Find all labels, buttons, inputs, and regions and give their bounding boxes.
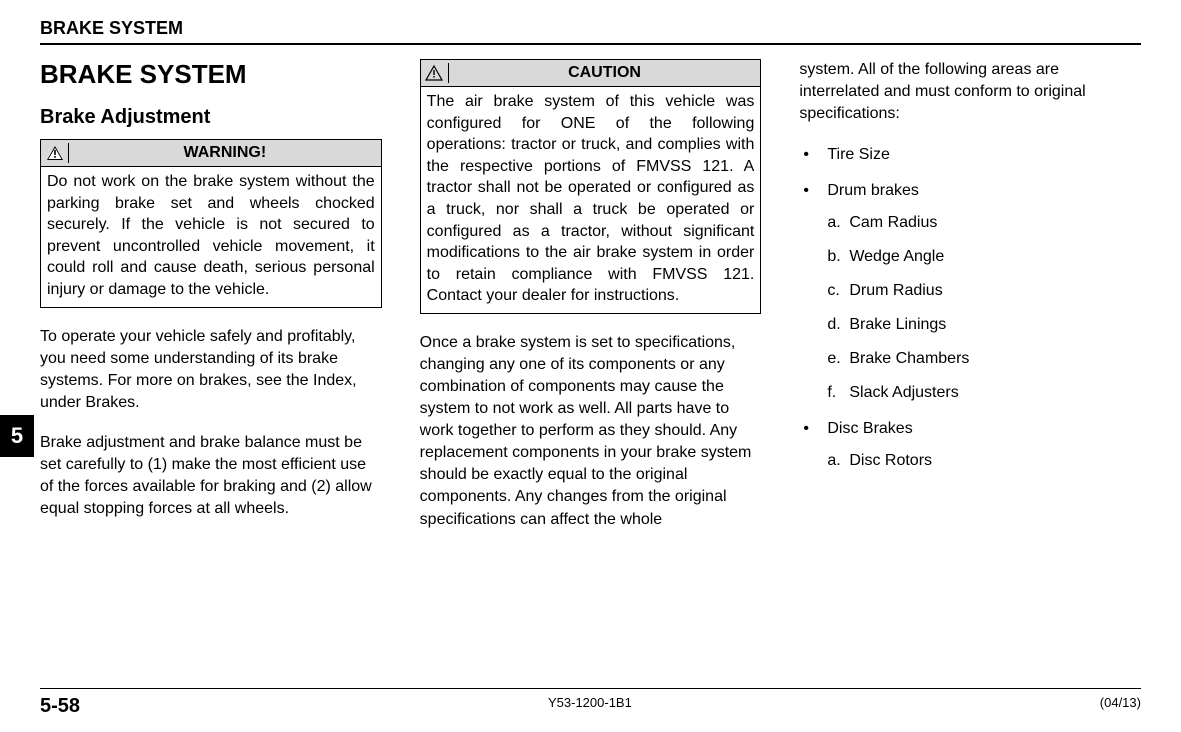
col2-paragraph-1: Once a brake system is set to specificat… bbox=[420, 332, 762, 531]
sublist-letter: a. bbox=[827, 449, 840, 473]
page-number: 5-58 bbox=[40, 695, 80, 718]
page-footer: 5-58 Y53-1200-1B1 (04/13) bbox=[40, 688, 1141, 718]
warning-callout: WARNING! Do not work on the brake system… bbox=[40, 139, 382, 308]
sublist-item: a. Cam Radius bbox=[827, 211, 1141, 235]
col3-paragraph-1: system. All of the following areas are i… bbox=[799, 59, 1141, 125]
sublist-item: f. Slack Adjusters bbox=[827, 381, 1141, 405]
spec-list: Tire Size Drum brakes a. Cam Radius b. Wed… bbox=[799, 143, 1141, 473]
sublist-drum: a. Cam Radius b. Wedge Angle c. Drum Radius… bbox=[827, 211, 1141, 405]
sublist-text: Drum Radius bbox=[849, 282, 942, 299]
warning-label: WARNING! bbox=[69, 144, 381, 162]
caution-body: The air brake system of this vehicle was… bbox=[421, 87, 761, 313]
document-id: Y53-1200-1B1 bbox=[548, 695, 632, 718]
sublist-text: Brake Chambers bbox=[849, 350, 969, 367]
sublist-letter: f. bbox=[827, 381, 836, 405]
chapter-tab: 5 bbox=[0, 415, 34, 457]
sublist-letter: c. bbox=[827, 279, 839, 303]
sublist-text: Brake Linings bbox=[849, 316, 946, 333]
warning-icon bbox=[41, 143, 69, 163]
sublist-text: Cam Radius bbox=[849, 214, 937, 231]
sublist-letter: a. bbox=[827, 211, 840, 235]
bullet-label: Tire Size bbox=[827, 146, 890, 163]
caution-label: CAUTION bbox=[449, 64, 761, 82]
caution-icon bbox=[421, 63, 449, 83]
warning-header: WARNING! bbox=[41, 140, 381, 167]
sublist-item: b. Wedge Angle bbox=[827, 245, 1141, 269]
sublist-letter: b. bbox=[827, 245, 840, 269]
list-item: Drum brakes a. Cam Radius b. Wedge Angle c… bbox=[799, 179, 1141, 405]
sublist-text: Slack Adjusters bbox=[849, 384, 958, 401]
sublist-disc: a. Disc Rotors bbox=[827, 449, 1141, 473]
column-2: CAUTION The air brake system of this veh… bbox=[420, 59, 762, 549]
document-date: (04/13) bbox=[1100, 695, 1141, 718]
subsection-title: Brake Adjustment bbox=[40, 106, 382, 129]
warning-body: Do not work on the brake system without … bbox=[41, 167, 381, 307]
sublist-text: Wedge Angle bbox=[849, 248, 944, 265]
content-columns: BRAKE SYSTEM Brake Adjustment WARNING! D… bbox=[40, 59, 1141, 549]
running-header: BRAKE SYSTEM bbox=[40, 18, 1141, 45]
caution-callout: CAUTION The air brake system of this veh… bbox=[420, 59, 762, 314]
caution-header: CAUTION bbox=[421, 60, 761, 87]
sublist-item: d. Brake Linings bbox=[827, 313, 1141, 337]
bullet-label: Disc Brakes bbox=[827, 420, 912, 437]
column-3: system. All of the following areas are i… bbox=[799, 59, 1141, 549]
sublist-item: e. Brake Chambers bbox=[827, 347, 1141, 371]
section-title: BRAKE SYSTEM bbox=[40, 59, 382, 90]
sublist-item: c. Drum Radius bbox=[827, 279, 1141, 303]
sublist-letter: d. bbox=[827, 313, 840, 337]
list-item: Tire Size bbox=[799, 143, 1141, 167]
column-1: BRAKE SYSTEM Brake Adjustment WARNING! D… bbox=[40, 59, 382, 549]
bullet-label: Drum brakes bbox=[827, 182, 919, 199]
sublist-letter: e. bbox=[827, 347, 840, 371]
list-item: Disc Brakes a. Disc Rotors bbox=[799, 417, 1141, 473]
sublist-text: Disc Rotors bbox=[849, 452, 932, 469]
sublist-item: a. Disc Rotors bbox=[827, 449, 1141, 473]
col1-paragraph-2: Brake adjustment and brake balance must … bbox=[40, 432, 382, 520]
col1-paragraph-1: To operate your vehicle safely and profi… bbox=[40, 326, 382, 414]
